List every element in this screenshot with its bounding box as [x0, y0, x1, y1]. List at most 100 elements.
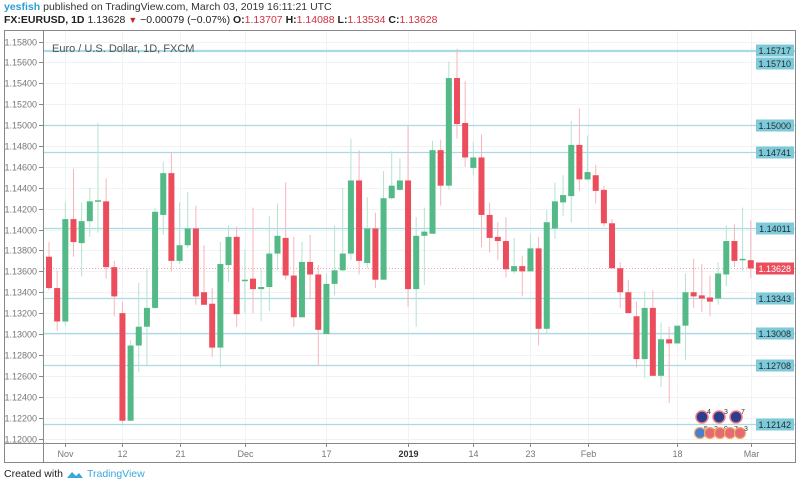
candle-up — [511, 237, 518, 274]
candle-down — [290, 236, 297, 327]
price-line-label-box — [756, 327, 794, 340]
candle-down — [747, 220, 754, 279]
candle-down — [103, 178, 110, 279]
candle-body — [380, 198, 387, 280]
candle-up — [396, 158, 403, 191]
price-change: −0.00079 (−0.07%) — [140, 14, 231, 26]
candle-body — [331, 270, 338, 284]
eu-flag-event-icon[interactable] — [695, 410, 709, 424]
open-value: 1.13707 — [244, 14, 283, 26]
y-tick-label: 1.13800 — [4, 246, 37, 256]
y-tick-label: 1.12600 — [4, 372, 37, 382]
candle-body — [470, 157, 477, 168]
price-line-label: 1.13343 — [758, 294, 791, 304]
price-line-label-box — [756, 222, 794, 235]
y-tick-label: 1.12200 — [4, 414, 37, 424]
candle-body — [478, 157, 485, 215]
candle-down — [233, 226, 240, 327]
candle-body — [347, 180, 354, 254]
candle-up — [86, 187, 93, 237]
candle-body — [592, 175, 599, 191]
candle-body — [666, 339, 673, 344]
current-price-label-box — [756, 262, 794, 275]
candle-down — [372, 212, 379, 289]
candle-body — [535, 248, 542, 329]
candle-up — [723, 225, 730, 286]
candle-body — [421, 231, 428, 236]
candle-body — [388, 185, 395, 199]
candle-body — [641, 307, 648, 360]
candle-body — [731, 241, 738, 261]
candle-body — [682, 292, 689, 326]
candle-body — [633, 316, 640, 360]
price-axis[interactable]: 1.15800 1.15600 1.15400 1.15200 1.15000 1.148… — [4, 38, 43, 445]
low-value: 1.13534 — [347, 14, 386, 26]
candle-body — [225, 236, 232, 266]
candle-up — [560, 175, 567, 216]
candle-down — [209, 288, 216, 358]
event-count: 3 — [724, 409, 728, 416]
candle-body — [698, 295, 705, 299]
price-line-label: 1.15710 — [758, 59, 791, 69]
candle-up — [160, 161, 167, 235]
candle-body — [168, 173, 175, 261]
us-flag-event-icon[interactable] — [733, 426, 747, 440]
x-tick-label: Dec — [237, 449, 254, 459]
candle-body — [307, 261, 314, 275]
candle-up — [421, 207, 428, 285]
candle-body — [298, 261, 305, 318]
candle-body — [445, 78, 452, 186]
candle-body — [94, 200, 101, 202]
candle-up — [339, 187, 346, 272]
candle-down — [486, 202, 493, 253]
candle-body — [282, 237, 289, 276]
triangle-down-icon: ▼ — [128, 15, 138, 25]
candle-body — [143, 307, 150, 327]
candle-up — [641, 291, 648, 378]
eu-flag-event-icon[interactable] — [729, 410, 743, 424]
author-link[interactable]: yesfish — [4, 1, 41, 13]
time-axis[interactable]: Nov 12 21 Dec 17 2019 14 23 Feb 18 Mar — [57, 443, 759, 459]
candle-down — [405, 126, 412, 307]
candle-body — [192, 228, 199, 297]
economic-events[interactable]: 43753973 — [693, 409, 749, 440]
y-tick-label: 1.12800 — [4, 351, 37, 361]
y-tick-label: 1.15000 — [4, 121, 37, 131]
tradingview-link[interactable]: TradingView — [86, 468, 145, 480]
candle-body — [250, 278, 256, 290]
candle-body — [119, 313, 126, 421]
candle-up — [225, 225, 232, 282]
price-line-label: 1.14011 — [759, 224, 791, 234]
publish-info: yesfish published on TradingView.com, Ma… — [4, 1, 332, 13]
low-label: L: — [337, 14, 348, 26]
candle-body — [405, 180, 412, 290]
candles — [46, 48, 754, 423]
price-line-label: 1.15717 — [758, 46, 791, 56]
y-tick-label: 1.14800 — [4, 142, 37, 152]
candle-body — [429, 150, 436, 234]
candle-up — [551, 182, 558, 239]
candle-down — [478, 134, 485, 248]
candle-body — [706, 297, 713, 302]
candle-body — [649, 307, 656, 376]
tradingview-logo-icon — [66, 472, 83, 478]
candle-down — [609, 219, 616, 269]
y-tick-label: 1.14400 — [4, 184, 37, 194]
candle-body — [217, 264, 224, 348]
y-tick-label: 1.14000 — [4, 226, 37, 236]
candle-body — [103, 201, 110, 268]
y-tick-label: 1.15200 — [4, 100, 37, 110]
event-count: 3 — [744, 426, 748, 433]
candle-body — [568, 144, 575, 197]
eu-flag-event-icon[interactable] — [712, 410, 726, 424]
price-line-label-box — [756, 119, 794, 132]
candle-up — [347, 138, 354, 260]
candle-up — [258, 269, 265, 322]
candle-body — [54, 288, 61, 322]
y-tick-label: 1.15400 — [4, 79, 37, 89]
candle-up — [127, 340, 134, 421]
close-label: C: — [388, 14, 400, 26]
x-tick-label: Feb — [581, 449, 597, 459]
x-tick-label: 18 — [672, 449, 682, 459]
